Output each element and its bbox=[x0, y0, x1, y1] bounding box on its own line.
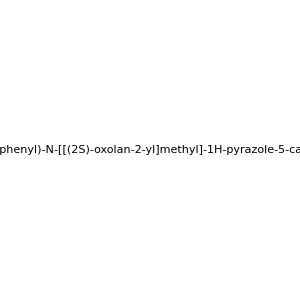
Text: 3-(4-bromophenyl)-N-[[(2S)-oxolan-2-yl]methyl]-1H-pyrazole-5-carboxamide: 3-(4-bromophenyl)-N-[[(2S)-oxolan-2-yl]m… bbox=[0, 145, 300, 155]
